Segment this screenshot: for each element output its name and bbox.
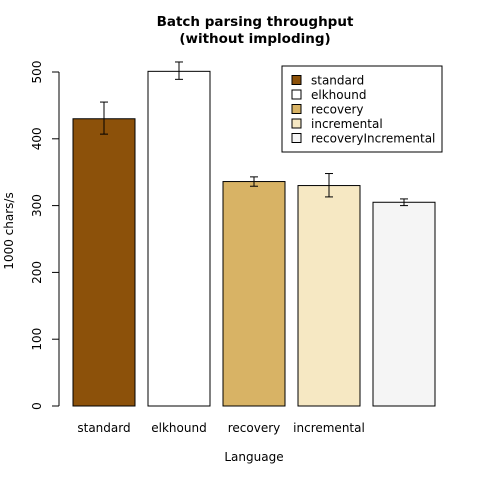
y-axis-label: 1000 chars/s: [2, 192, 16, 269]
y-tick-label: 100: [30, 328, 44, 351]
error-bars-group: [100, 61, 408, 207]
bar-standard: [72, 118, 136, 407]
x-tick-label-incremental: incremental: [293, 421, 365, 435]
legend-label-standard: standard: [311, 74, 364, 88]
chart-title-line-1: Batch parsing throughput: [157, 14, 354, 30]
legend-swatch-recoveryIncremental: [291, 133, 302, 143]
y-tick-label: 200: [30, 261, 44, 284]
x-tick-labels: standard elkhound recovery incremental: [77, 421, 364, 435]
bar-recoveryIncremental: [372, 201, 436, 407]
legend-swatch-recovery: [291, 104, 302, 114]
legend-label-recoveryIncremental: recoveryIncremental: [311, 132, 435, 146]
y-tick-label: 300: [30, 194, 44, 217]
legend-label-elkhound: elkhound: [311, 88, 366, 102]
y-axis: 0 100 200 300 400 500: [30, 61, 60, 410]
y-tick-label: 400: [30, 127, 44, 150]
legend-swatch-standard: [291, 75, 302, 85]
x-tick-label-standard: standard: [77, 421, 130, 435]
x-tick-label-elkhound: elkhound: [151, 421, 206, 435]
bars-group: [72, 70, 436, 407]
legend-swatch-elkhound: [291, 89, 302, 100]
y-tick-label: 500: [30, 61, 44, 84]
y-tick-label: 0: [30, 402, 44, 410]
legend: standardelkhoundrecoveryincrementalrecov…: [281, 65, 443, 153]
bar-incremental: [297, 185, 361, 407]
x-tick-label-recovery: recovery: [228, 421, 281, 435]
x-axis-label: Language: [224, 450, 283, 464]
legend-label-recovery: recovery: [311, 103, 364, 117]
chart-title-line-2: (without imploding): [179, 31, 330, 47]
bar-elkhound: [147, 70, 211, 407]
legend-swatch-incremental: [291, 118, 302, 129]
legend-label-incremental: incremental: [311, 117, 383, 131]
bar-recovery: [222, 181, 286, 407]
legend-box: [281, 65, 443, 153]
